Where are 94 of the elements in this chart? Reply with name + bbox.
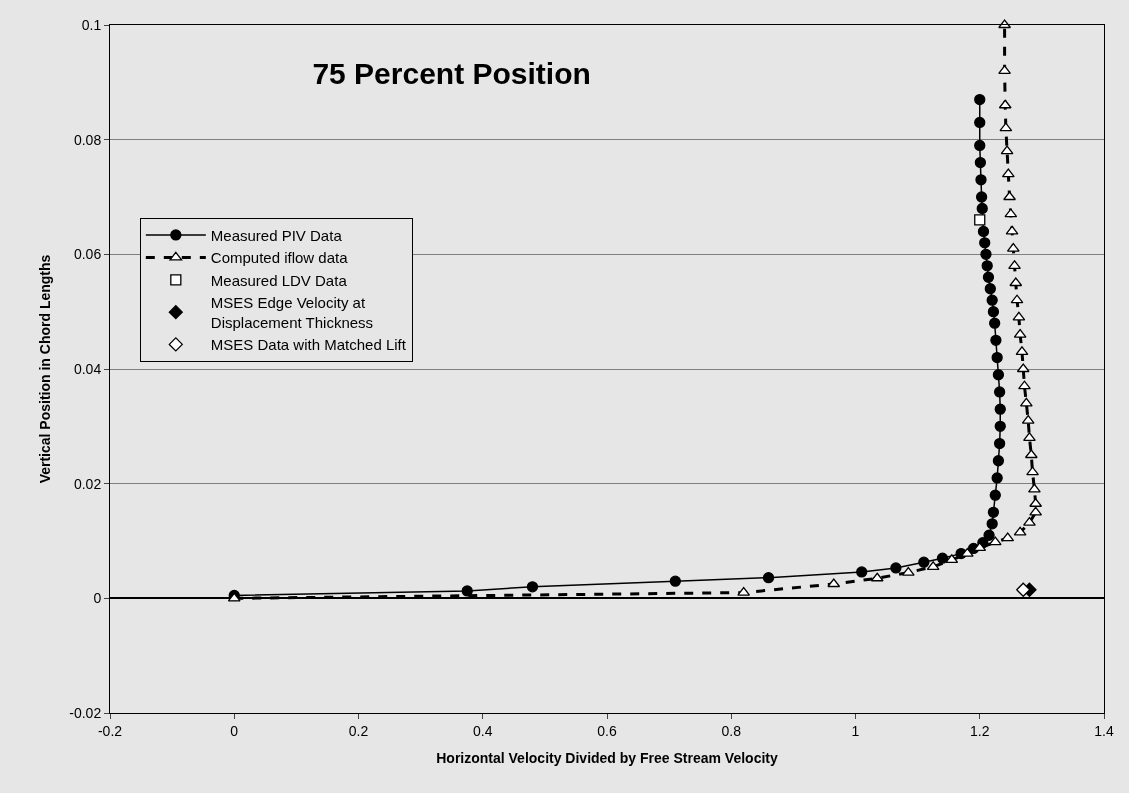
y-tick-label: 0.1 [81,16,102,33]
point [762,572,775,584]
point [976,202,988,215]
point [1018,380,1031,390]
y-tick-label: 0.06 [73,246,102,263]
point [1024,449,1038,459]
y-tick-label: 0.04 [73,360,102,377]
point [991,472,1003,484]
point [1001,168,1015,178]
point [983,529,995,541]
point [1019,397,1033,407]
point [1013,526,1027,536]
point [998,65,1012,75]
point [1010,294,1024,304]
point [986,294,998,306]
point [992,455,1005,467]
x-tick-label: 0.4 [473,722,493,739]
legend-label: Measured LDV Data [210,271,348,289]
point [1029,506,1043,516]
legend-label: Measured PIV Data [210,226,343,244]
x-tick-label: 0.2 [348,722,369,739]
point [1005,225,1019,235]
x-tick-label: -0.2 [97,722,123,739]
legend-label: MSES Data with Matched Lift [210,336,407,354]
point [669,575,681,587]
x-tick-label: 0.6 [597,722,617,739]
point [988,536,1002,546]
point [1000,145,1014,155]
y-tick-label: 0.08 [73,131,102,148]
point [975,174,987,186]
point [974,156,987,169]
point [1006,242,1020,252]
point [960,547,974,557]
point [974,214,986,226]
point [856,566,868,578]
point [993,386,1006,398]
point [984,283,996,295]
point [998,99,1012,109]
point [994,420,1006,432]
point [1012,311,1026,321]
point [901,566,915,576]
point [1013,328,1027,338]
x-tick-label: 1 [851,722,860,739]
point [990,334,1002,346]
point [993,437,1006,450]
point [890,562,902,574]
point [989,317,1001,329]
point [526,581,539,593]
point [982,271,995,283]
legend-label: Computed iflow data [210,249,349,267]
point [994,403,1006,415]
text: 75 Percent Position [312,57,591,91]
point [986,518,998,530]
point [827,578,841,588]
x-tick-label: 1.2 [970,722,990,739]
point [974,93,986,106]
point [999,122,1013,132]
point [1004,208,1018,218]
point [974,139,986,152]
point [980,248,992,260]
point [1016,582,1031,597]
point [973,542,987,552]
point [974,116,986,129]
x-axis-title: Horizontal Velocity Divided by Free Stream Velocity [436,750,778,767]
y-axis-title: Vertical Position in Chord Lengths [36,254,53,484]
point [992,369,1005,381]
point [1016,363,1030,373]
point [1028,483,1041,493]
y-tick-label: 0 [93,590,102,607]
point [461,585,473,597]
y-tick-label: -0.02 [69,704,102,721]
legend-label: MSES Edge Velocity at Displacement Thickness [210,294,374,331]
point [1003,191,1016,201]
point [987,506,1000,518]
y-tick-label: 0.02 [73,475,102,492]
point [945,554,959,564]
point [981,260,993,272]
point [991,351,1003,364]
point [1009,277,1023,287]
point [987,306,1000,318]
point [989,489,1001,501]
point [1001,532,1015,542]
x-tick-label: 0.8 [721,722,742,739]
point [737,586,751,596]
x-tick-label: 0 [230,722,239,739]
point [975,191,988,203]
x-tick-label: 1.4 [1094,722,1114,739]
point [1021,414,1035,424]
point [979,237,991,249]
point [936,552,949,564]
point [870,572,884,582]
point [1026,466,1039,476]
point [977,225,990,238]
point [918,556,930,568]
